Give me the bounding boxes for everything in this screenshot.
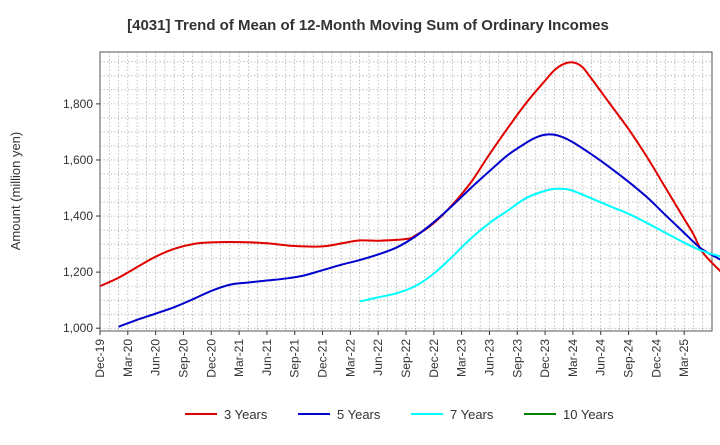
legend-label: 3 Years xyxy=(224,407,268,422)
legend-item-3-years: 3 Years xyxy=(185,407,268,422)
legend: 3 Years 5 Years 7 Years 10 Years xyxy=(185,407,614,422)
legend-item-7-years: 7 Years xyxy=(411,407,494,422)
x-tick-label: Sep-21 xyxy=(288,339,302,378)
x-tick-label: Dec-19 xyxy=(93,339,107,378)
x-tick-label: Dec-20 xyxy=(204,339,218,378)
x-tick-label: Mar-25 xyxy=(677,339,691,377)
x-tick-label: Jun-23 xyxy=(482,339,496,376)
x-tick-label: Sep-20 xyxy=(176,339,190,378)
x-tick-label: Mar-24 xyxy=(566,339,580,377)
y-tick-label: 1,000 xyxy=(63,321,93,335)
x-tick-label: Jun-21 xyxy=(260,339,274,376)
y-tick-label: 1,400 xyxy=(63,209,93,223)
x-tick-label: Jun-24 xyxy=(594,339,608,376)
legend-label: 5 Years xyxy=(337,407,381,422)
legend-item-10-years: 10 Years xyxy=(524,407,614,422)
x-tick-label: Mar-20 xyxy=(121,339,135,377)
x-tick-label: Jun-20 xyxy=(149,339,163,376)
x-tick-label: Jun-22 xyxy=(371,339,385,376)
x-tick-label: Dec-24 xyxy=(649,339,663,378)
x-tick-label: Sep-22 xyxy=(399,339,413,378)
legend-item-5-years: 5 Years xyxy=(298,407,381,422)
y-tick-label: 1,800 xyxy=(63,97,93,111)
series-line-5-years xyxy=(118,133,720,328)
y-axis-label: Amount (million yen) xyxy=(8,132,23,251)
x-tick-label: Mar-21 xyxy=(232,339,246,377)
y-tick-label: 1,200 xyxy=(63,265,93,279)
gridlines xyxy=(99,52,713,331)
x-tick-label: Dec-23 xyxy=(538,339,552,378)
x-tick-label: Mar-22 xyxy=(343,339,357,377)
y-tick-label: 1,600 xyxy=(63,153,93,167)
x-tick-label: Mar-23 xyxy=(455,339,469,377)
series-line-7-years xyxy=(359,187,720,303)
x-tick-label: Sep-23 xyxy=(510,339,524,378)
series-lines xyxy=(99,61,720,328)
x-tick-label: Dec-22 xyxy=(427,339,441,378)
legend-label: 10 Years xyxy=(563,407,614,422)
series-line-3-years xyxy=(99,61,720,288)
y-axis: 1,000 1,200 1,400 1,600 1,800 xyxy=(63,97,100,335)
x-tick-label: Sep-24 xyxy=(622,339,636,378)
chart-title: [4031] Trend of Mean of 12-Month Moving … xyxy=(127,17,609,34)
x-axis: Dec-19 Mar-20 Jun-20 Sep-20 Dec-20 Mar-21 Jun-… xyxy=(93,331,691,378)
x-tick-label: Dec-21 xyxy=(316,339,330,378)
legend-label: 7 Years xyxy=(450,407,494,422)
